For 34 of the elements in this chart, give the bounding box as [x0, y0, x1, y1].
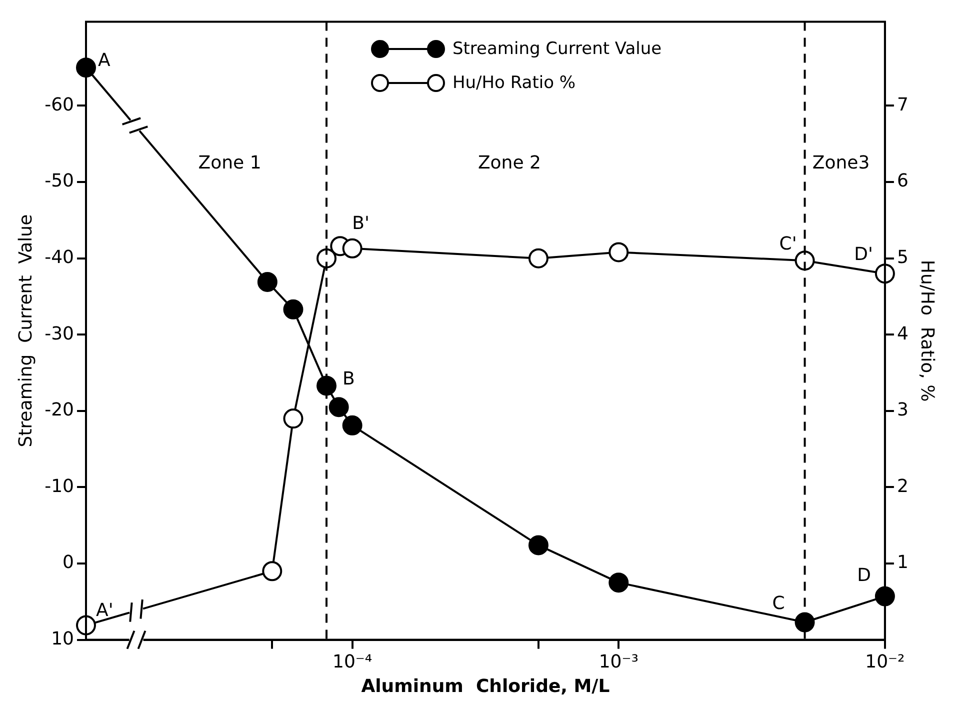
annotation: Zone3	[812, 152, 870, 174]
y2-tick-label: 2	[896, 476, 908, 497]
annotation: D'	[854, 244, 873, 266]
y-tick-label: -40	[44, 246, 74, 268]
y2-tick-label: 7	[896, 94, 908, 116]
y2-tick-label: 1	[896, 552, 908, 574]
x-tick-label: 10⁻³	[598, 651, 638, 672]
y-tick-label: -30	[44, 323, 74, 344]
annotation: C	[772, 592, 785, 614]
x-axis-title: Aluminum Chloride, M/L	[361, 676, 610, 697]
annotation: Zone 1	[198, 152, 262, 174]
legend-label: Streaming Current Value	[452, 38, 662, 59]
y2-axis-title: Hu/Ho Ratio, %	[916, 260, 938, 402]
y-tick-label: 0	[62, 552, 74, 574]
y-tick-label: -50	[44, 170, 74, 192]
annotation: A	[98, 50, 111, 72]
annotation: Zone 2	[478, 152, 541, 174]
y2-tick-label: 5	[896, 246, 908, 268]
x-tick-label: 10⁻²	[865, 651, 905, 672]
y-tick-label: -10	[44, 476, 74, 497]
y-tick-label: -60	[44, 94, 74, 116]
annotation: C'	[779, 233, 797, 254]
annotation: B	[342, 368, 355, 390]
annotation: D	[857, 564, 871, 586]
annotation: A'	[96, 600, 114, 621]
y-tick-label: 10	[51, 628, 74, 650]
y2-tick-label: 6	[896, 170, 908, 192]
y-axis-title: Streaming Current Value	[15, 214, 36, 448]
y-tick-label: -20	[44, 400, 74, 421]
annotation: B'	[352, 212, 370, 234]
y2-tick-label: 4	[896, 323, 908, 344]
y2-tick-label: 3	[896, 400, 908, 421]
x-tick-label: 10⁻⁴	[332, 651, 372, 672]
legend-label: Hu/Ho Ratio %	[452, 72, 576, 93]
